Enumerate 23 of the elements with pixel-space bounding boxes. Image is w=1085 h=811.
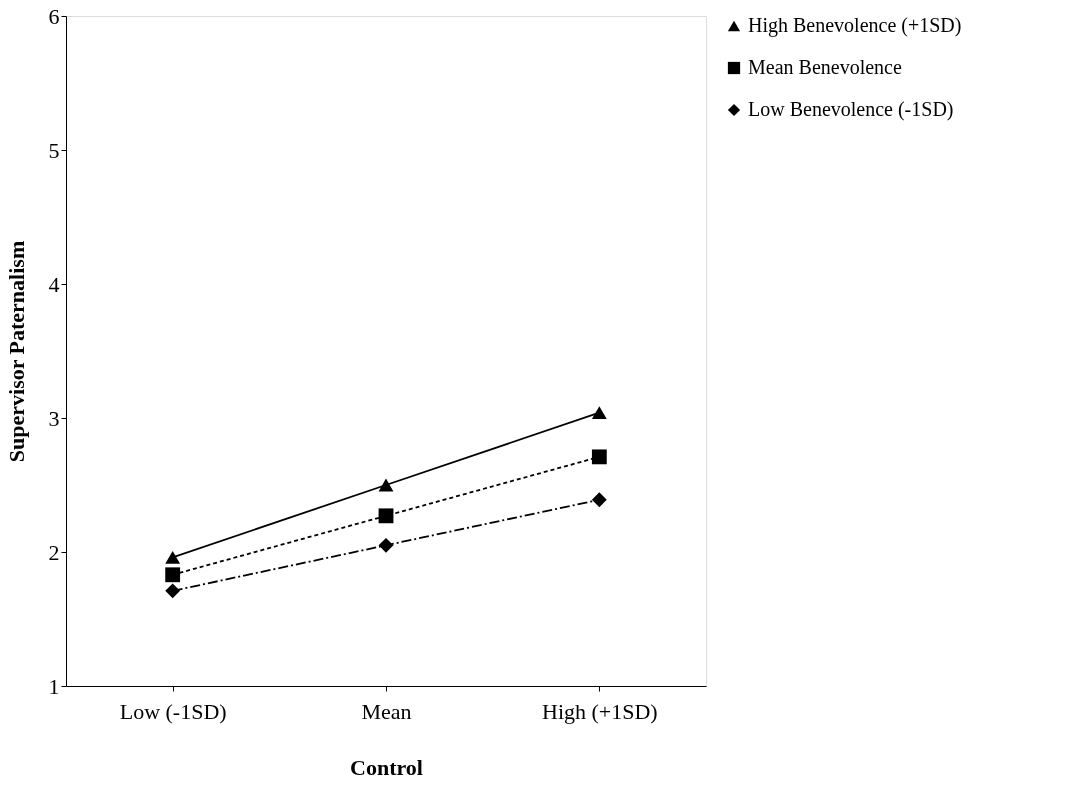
point	[378, 508, 394, 524]
point	[591, 449, 607, 465]
legend-label: Low Benevolence (-1SD)	[748, 98, 954, 121]
y-tick-label: 1	[48, 673, 60, 699]
point	[165, 550, 181, 564]
point	[378, 537, 394, 553]
y-tick-label: 5	[48, 137, 60, 163]
legend-label: Mean Benevolence	[748, 56, 902, 78]
x-tick-label: High (+1SD)	[541, 698, 658, 724]
x-tick-label: Low (-1SD)	[119, 698, 227, 724]
point	[591, 492, 607, 508]
legend-label: High Benevolence (+1SD)	[748, 14, 962, 37]
y-axis-title: Supervisor Paternalism	[3, 240, 29, 463]
y-tick-label: 4	[48, 271, 60, 297]
point	[378, 478, 394, 492]
y-tick-label: 2	[48, 539, 60, 565]
point	[165, 567, 181, 583]
y-tick-label: 6	[48, 3, 60, 29]
y-tick-label: 3	[48, 405, 60, 431]
point	[165, 583, 181, 599]
x-axis-title: Control	[350, 754, 423, 780]
point	[591, 406, 607, 420]
x-tick-label: Mean	[361, 698, 412, 724]
